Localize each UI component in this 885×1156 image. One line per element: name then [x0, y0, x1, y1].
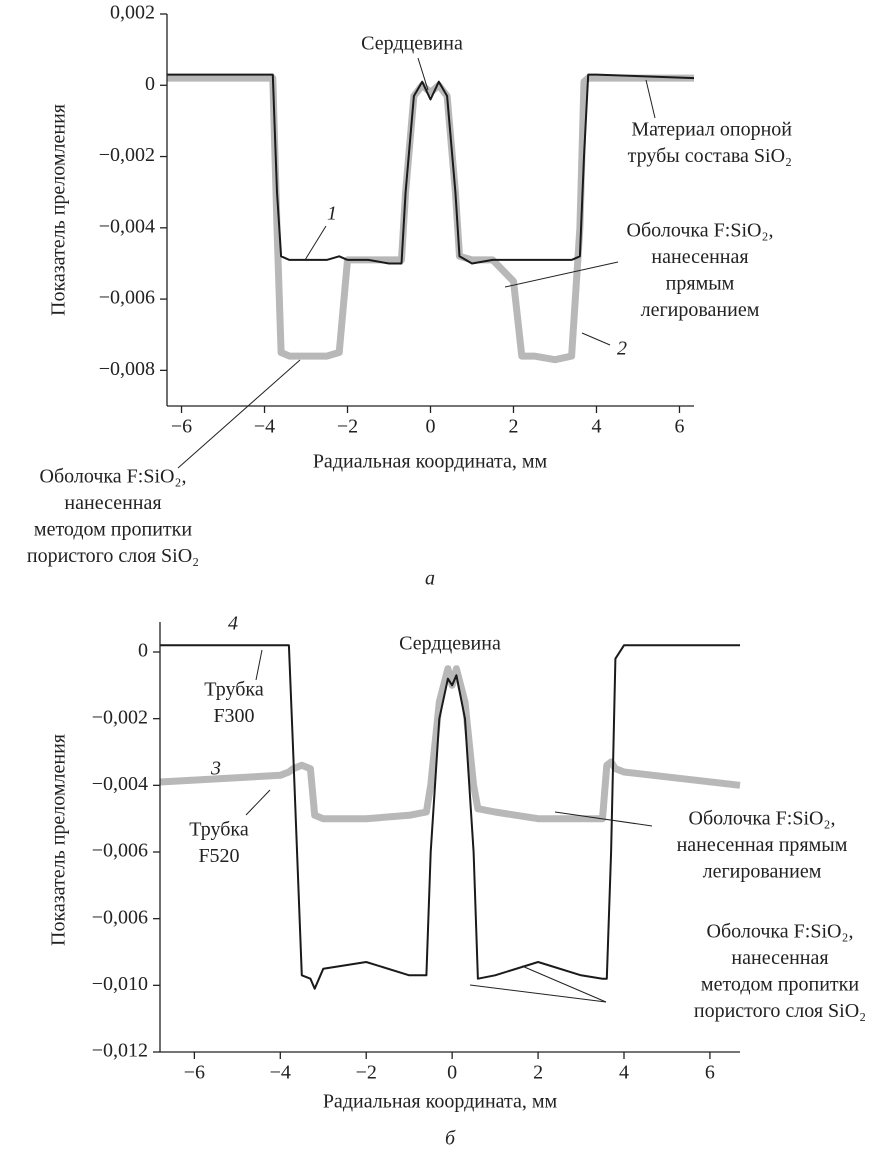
y-tick-label: 0	[145, 73, 155, 95]
leader-line	[255, 649, 263, 681]
annotation: Оболочка F:SiO₂,	[707, 921, 854, 943]
data-line	[167, 73, 695, 265]
annotation: нанесенная	[731, 947, 828, 969]
chart: 0 −0,002 −0,004 −0,006 −0,006 −0,010 −0,012 −6 −…	[48, 613, 867, 1150]
annotation: легированием	[641, 299, 760, 321]
data-line	[167, 74, 694, 364]
caption: б	[445, 1128, 456, 1150]
y-tick-label: −0,006	[92, 840, 148, 862]
annotation: Трубка	[204, 679, 264, 701]
leader-line	[245, 789, 271, 816]
x-tick-label: 6	[705, 1062, 715, 1084]
x-tick-label: 4	[619, 1062, 629, 1084]
y-tick-label: −0,004	[99, 215, 155, 237]
leader-line	[177, 359, 301, 469]
annotation: методом пропитки	[34, 519, 192, 541]
x-tick-label: −6	[184, 1062, 205, 1084]
data-line	[159, 665, 741, 823]
annotation: легированием	[703, 861, 822, 883]
y-tick-label: −0,002	[99, 144, 155, 166]
y-tick-label: 0,002	[110, 2, 155, 24]
data-line	[160, 644, 740, 990]
y-tick-label: −0,006	[99, 287, 155, 309]
leader-line	[581, 332, 611, 346]
leader-line	[417, 57, 429, 91]
y-tick-label: −0,010	[92, 973, 148, 995]
x-axis-label: Радиальная координата, мм	[323, 1091, 558, 1113]
annotation: нанесенная	[651, 246, 748, 268]
series-label: 1	[327, 203, 337, 225]
annotation: Оболочка F:SiO₂,	[689, 808, 836, 830]
x-tick-label: 2	[533, 1062, 543, 1084]
x-tick-label: −4	[254, 416, 275, 438]
annotation: нанесенная	[64, 492, 161, 514]
leader-line	[504, 261, 619, 288]
y-tick-label: 0	[138, 640, 148, 662]
leader-line	[554, 811, 653, 827]
y-tick-label: −0,006	[92, 906, 148, 928]
x-tick-label: −6	[171, 416, 192, 438]
caption: а	[425, 568, 435, 590]
annotation: Материал опорной	[631, 119, 792, 141]
x-tick-label: 0	[447, 1062, 457, 1084]
x-tick-label: 2	[508, 416, 518, 438]
series-label: 3	[210, 758, 221, 780]
annotation: Сердцевина	[399, 633, 501, 655]
annotation: Оболочка F:SiO₂,	[627, 220, 774, 242]
leader-line	[645, 79, 656, 119]
y-tick-label: −0,008	[99, 358, 155, 380]
leader-line	[304, 225, 327, 261]
series-label: 2	[617, 338, 627, 360]
x-tick-label: −2	[337, 416, 358, 438]
annotation: Оболочка F:SiO₂,	[40, 466, 187, 488]
annotation: F300	[213, 705, 254, 727]
x-axis-label: Радиальная координата, мм	[313, 451, 548, 473]
x-tick-label: −4	[270, 1062, 291, 1084]
annotation: Трубка	[189, 819, 249, 841]
y-tick-label: −0,004	[92, 773, 148, 795]
annotation: методом пропитки	[701, 974, 859, 996]
y-axis-label: Показатель преломления	[48, 104, 70, 316]
x-tick-label: 6	[674, 416, 684, 438]
annotation: F520	[198, 845, 239, 867]
leader-line	[469, 984, 607, 1003]
annotation: нанесенная прямым	[677, 834, 848, 856]
annotation: прямым	[666, 273, 735, 295]
y-tick-label: −0,012	[92, 1040, 148, 1062]
annotation: пористого слоя SiO₂	[694, 1000, 866, 1022]
annotation: трубы состава SiO₂	[628, 145, 792, 167]
series-label: 4	[228, 613, 238, 635]
leader-line	[521, 965, 607, 1003]
y-tick-label: −0,002	[92, 706, 148, 728]
x-tick-label: 0	[426, 416, 436, 438]
annotation: Сердцевина	[361, 33, 463, 55]
annotation: пористого слоя SiO₂	[27, 545, 199, 567]
y-axis-label: Показатель преломления	[48, 734, 70, 946]
x-tick-label: −2	[356, 1062, 377, 1084]
chart: 0,002 0 −0,002 −0,004 −0,006 −0,008 −6 −4 −2 0 2 4 6…	[27, 2, 792, 590]
x-tick-label: 4	[591, 416, 601, 438]
